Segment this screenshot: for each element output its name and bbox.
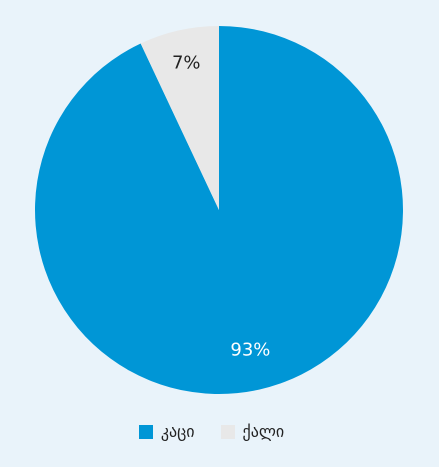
- pie-label-0: 93%: [230, 340, 270, 361]
- legend-item-kali: ქალი: [220, 422, 285, 441]
- pie-label-1: 7%: [172, 53, 201, 74]
- legend-swatch-kaci: [138, 425, 153, 439]
- legend-label-kali: ქალი: [242, 422, 285, 441]
- legend: კაცი ქალი: [0, 421, 431, 443]
- pie-slice-1: [140, 26, 219, 210]
- legend-label-kaci: კაცი: [160, 422, 195, 441]
- legend-swatch-kali: [220, 425, 235, 439]
- legend-item-kaci: კაცი: [138, 422, 195, 441]
